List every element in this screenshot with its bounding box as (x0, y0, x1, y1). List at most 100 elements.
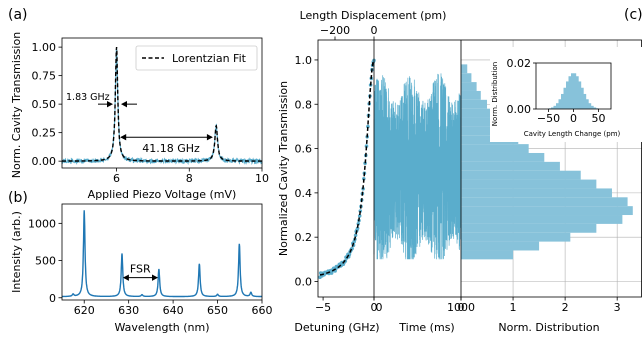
detuning-fit-line (319, 59, 375, 276)
y-tick-label-c: 0.8 (295, 98, 313, 111)
histogram-bar (461, 135, 519, 145)
scatter-point (357, 214, 362, 218)
y-tick-label-a: 1.00 (32, 41, 57, 54)
y-tick-label-b: 1000 (28, 217, 56, 230)
inset-x-axis-label: Cavity Length Change (pm) (524, 130, 621, 138)
inset-x-tick-label: −50 (537, 112, 560, 125)
y-tick-label-a: 0.25 (32, 127, 57, 140)
inset-bar (576, 76, 579, 109)
histogram-bar (461, 179, 597, 189)
y-tick-label-b: 0 (49, 292, 56, 305)
histogram-bar (461, 232, 571, 242)
inset-bar (568, 76, 572, 109)
y-tick-label-c: 0.6 (295, 143, 313, 156)
inset-bar (588, 103, 592, 109)
histogram-bar (461, 117, 501, 127)
scatter-point (355, 226, 360, 231)
scatter-point (358, 209, 363, 213)
scatter-point (366, 124, 370, 129)
histogram-bar (461, 126, 508, 136)
spacing-arrowhead-right (206, 134, 213, 141)
y-tick-label-a: 0.75 (32, 70, 57, 83)
inset-bar (556, 103, 559, 109)
histogram-bar (461, 223, 597, 233)
y-tick-label-c: 0.4 (295, 187, 313, 200)
scatter-point (353, 233, 358, 238)
x-tick-label-b: 640 (163, 304, 184, 317)
x-tick-label-b: 630 (118, 304, 139, 317)
x-axis-label-a: Applied Piezo Voltage (mV) (88, 188, 237, 201)
spacing-label-bg (136, 140, 206, 156)
histogram-bar (461, 152, 545, 162)
y-tick-label-a: 0.00 (32, 155, 57, 168)
fsr-arrowhead-left (122, 274, 129, 281)
histogram-bar (461, 241, 540, 251)
panel-c-tag: (c) (624, 7, 642, 23)
detuning-scatter (318, 58, 376, 280)
histogram-bar (461, 170, 581, 180)
data-trace-a (61, 48, 263, 166)
fsr-label: FSR (130, 263, 151, 276)
y-tick-label-c: 0.2 (295, 231, 313, 244)
x-axis-label-time: Time (ms) (398, 321, 454, 334)
x-tick-label-histogram: 1 (510, 301, 517, 314)
top-axis-label: Length Displacement (pm) (300, 9, 447, 22)
inset-bar (593, 107, 597, 109)
inset-bar (571, 73, 574, 109)
inset-bar (551, 107, 554, 109)
y-tick-label-a: 0.50 (32, 98, 57, 111)
x-tick-label-histogram: 2 (562, 301, 569, 314)
histogram-bar (461, 215, 623, 224)
x-axis-label-histogram: Norm. Distribution (498, 321, 599, 334)
inset-bar (591, 105, 594, 109)
plot-frame-b (61, 203, 263, 301)
histogram-bar (461, 82, 477, 91)
x-tick-label-histogram: 0 (458, 301, 465, 314)
y-tick-label-c: 0.0 (295, 275, 313, 288)
inset-bar (561, 93, 564, 109)
inset-bar (553, 105, 557, 109)
spacing-label: 41.18 GHz (142, 142, 200, 155)
histogram-bar (461, 188, 612, 198)
x-tick-label-a: 8 (186, 172, 193, 185)
linewidth-arrowhead-right (121, 100, 127, 108)
time-trace (373, 73, 462, 260)
histogram-bar (461, 64, 468, 74)
spacing-arrowhead-left (120, 134, 127, 141)
inset-histogram: −50 0 50 0.00 0.02 Cavity Length Change (pm) N… (490, 47, 642, 142)
linewidth-label: 1.83 GHz (66, 92, 110, 103)
y-tick-label-b: 500 (35, 255, 56, 268)
inset-bar (578, 81, 582, 109)
histogram-bar (461, 90, 481, 100)
x-tick-label-time: 1000 (447, 301, 475, 314)
inset-y-tick-label: 0.02 (507, 57, 532, 70)
histogram-bar (461, 197, 628, 207)
lorentzian-fit-line (62, 47, 262, 162)
histogram-bar (461, 161, 560, 171)
scatter-point (364, 144, 369, 148)
spectrum-line (62, 210, 262, 298)
histogram-bar (461, 108, 493, 118)
histogram-bar (461, 206, 633, 216)
x-tick-label-a: 10 (255, 172, 269, 185)
histogram-bar (461, 99, 488, 109)
legend-label: Lorentzian Fit (172, 52, 247, 65)
linewidth-arrowhead-left (107, 100, 113, 108)
x-tick-label-b: 620 (74, 304, 95, 317)
x-tick-label-detuning: 0 (371, 301, 378, 314)
plot-frame-a (61, 37, 263, 169)
x-tick-label-time: 0 (376, 301, 383, 314)
x-tick-label-detuning: −5 (315, 301, 331, 314)
histogram-bars (461, 64, 633, 260)
panel-c: (c) 0.0 0.2 0.4 0.6 0.8 1.0 Normalized Cavity T… (277, 7, 642, 334)
panel-a: (a) 6 8 10 0.00 0.25 0.50 0.75 1.00 Applied Piezo… (8, 7, 269, 201)
x-tick-label-b: 660 (252, 304, 273, 317)
panel-a-tag: (a) (8, 7, 28, 23)
inset-bar (583, 93, 587, 109)
inset-y-axis-label: Norm. Distribution (491, 62, 499, 126)
x-tick-label-a: 6 (113, 172, 120, 185)
histogram-bar (461, 250, 514, 260)
y-axis-label-b: Intensity (arb.) (10, 211, 23, 293)
histogram-bar (461, 73, 472, 83)
